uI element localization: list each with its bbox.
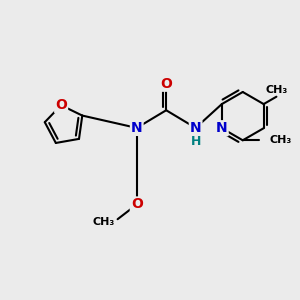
Text: O: O (131, 197, 143, 212)
Text: N: N (131, 121, 142, 135)
Text: CH₃: CH₃ (92, 217, 115, 227)
Text: N: N (216, 121, 228, 135)
Text: N: N (190, 121, 202, 135)
Text: O: O (55, 98, 67, 112)
Text: H: H (190, 135, 201, 148)
Text: CH₃: CH₃ (269, 135, 292, 145)
Text: O: O (160, 77, 172, 91)
Text: CH₃: CH₃ (266, 85, 288, 95)
